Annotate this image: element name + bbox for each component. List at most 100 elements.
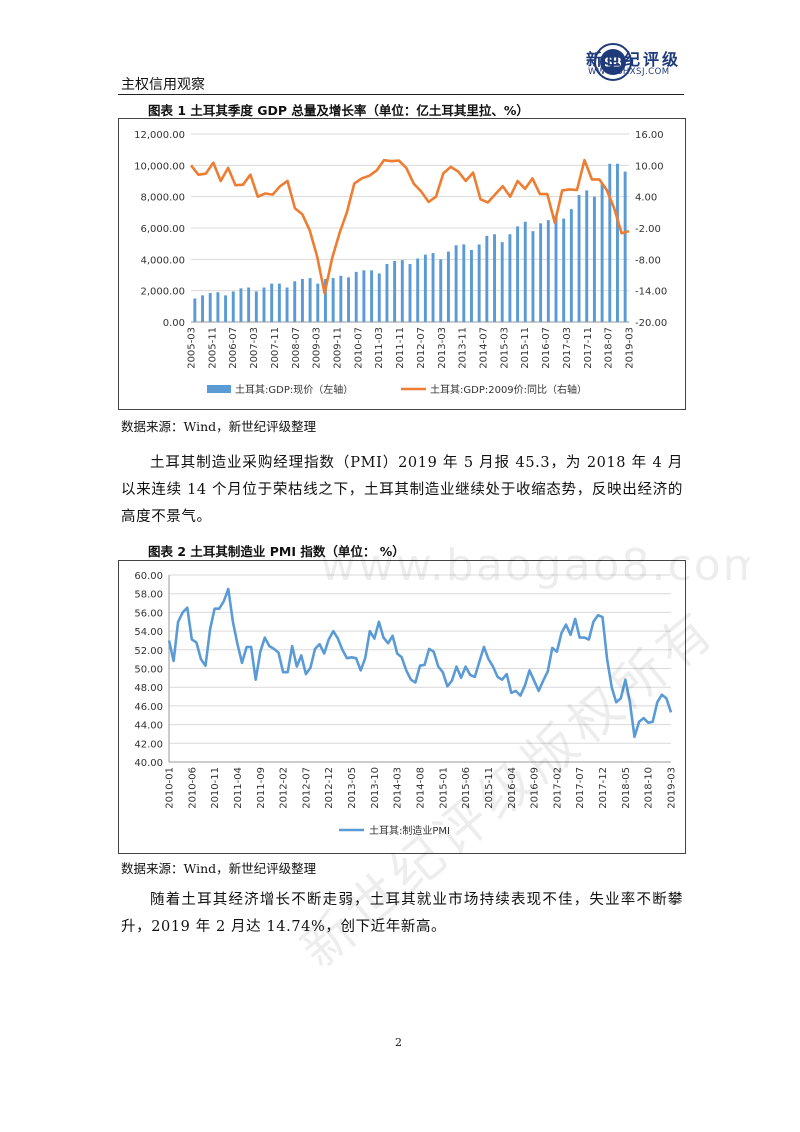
x-axis-tick-label: 2010-11 [210,767,221,809]
gdp-bar [216,292,220,322]
gdp-bar [562,218,566,322]
gdp-bar [208,293,212,322]
gdp-bar [592,196,596,322]
gdp-bar [523,221,527,322]
legend-line-label: 土耳其:GDP:2009价:同比（右轴） [430,383,587,396]
gdp-bar [201,295,204,322]
gdp-bar [585,190,589,322]
legend-bar-swatch [207,385,231,393]
gdp-chart: 0.00 2,000.00 4,000.00 6,000.00 8,000.00 10,0… [134,130,667,396]
y-axis-tick-label: 60.00 [134,571,163,582]
x-axis-tick-label: 2013-05 [347,767,358,809]
x-axis-tick-label: 2009-03 [312,327,323,369]
gdp-bar [431,253,435,322]
gdp-bar [423,254,427,322]
x-axis-tick-label: 2015-11 [484,767,495,809]
x-axis-tick-label: 2011-11 [395,327,406,369]
gdp-bar [569,209,573,322]
gdp-bar [477,244,481,322]
body-paragraph-2: 随着土耳其经济增长不断走弱，土耳其就业市场持续表现不佳，失业率不断攀升，2019… [121,892,683,935]
gdp-bar [247,287,251,322]
left-axis-tick-label: 2,000.00 [140,287,185,298]
gdp-bar [339,275,343,322]
gdp-bar [270,283,274,322]
y-axis-tick-label: 44.00 [134,721,163,732]
x-axis-tick-label: 2013-10 [370,767,381,809]
section-title: 主权信用观察 [121,77,205,93]
right-axis-tick-label: -2.00 [635,224,661,235]
body-paragraph-1: 土耳其制造业采购经理指数（PMI）2019 年 5 月报 45.3，为 2018… [121,455,683,525]
left-axis-tick-label: 0.00 [163,318,185,329]
x-axis-tick-label: 2005-03 [187,327,198,369]
y-axis-tick-label: 40.00 [134,758,163,769]
x-axis-tick-label: 2012-12 [324,767,335,809]
gdp-bar [577,195,581,322]
logo-text: 新世纪评级 [586,50,682,69]
gdp-bar [623,171,627,322]
y-axis-tick-label: 54.00 [134,627,163,638]
gdp-bar [508,234,512,322]
left-axis-tick-label: 8,000.00 [140,193,185,204]
page-number: 2 [395,1036,402,1049]
gdp-bar [516,226,520,322]
x-axis-tick-label: 2018-07 [604,327,615,369]
gdp-bar [293,281,297,322]
gdp-bar [316,283,320,322]
x-axis-tick-label: 2010-07 [353,327,364,369]
x-axis-tick-label: 2013-03 [437,327,448,369]
x-axis-tick-label: 2006-07 [228,327,239,369]
header-rule [118,94,684,95]
logo-url: WWW.SHXSJ.COM [588,67,670,77]
x-axis-tick-label: 2007-03 [249,327,260,369]
left-axis-tick-label: 10,000.00 [134,161,185,172]
y-axis-tick-label: 42.00 [134,739,163,750]
gdp-bar [362,270,366,322]
gdp-bar [462,244,466,322]
figure-2-frame: 40.00 42.00 44.00 46.00 48.00 50.00 52.00 54.00… [118,560,686,854]
pmi-line [167,587,673,739]
x-axis-tick-label: 2013-11 [458,327,469,369]
gdp-bar [354,271,358,322]
gdp-bar [485,235,489,322]
right-axis-tick-label: 10.00 [635,161,664,172]
legend-line-label: 土耳其:制造业PMI [369,824,450,837]
x-axis-tick-label: 2016-09 [530,767,541,809]
x-axis-tick-label: 2011-03 [374,327,385,369]
left-axis-tick-label: 12,000.00 [134,130,185,141]
gdp-bar [347,277,350,322]
gdp-bar [454,245,458,322]
x-axis-tick-label: 2009-11 [333,327,344,369]
x-axis-tick-label: 2007-11 [270,327,281,369]
gdp-bar [324,278,327,322]
x-axis-tick-label: 2018-10 [644,767,655,809]
x-axis-tick-label: 2012-02 [279,767,290,809]
x-axis-tick-label: 2016-04 [507,767,518,809]
x-axis-tick-label: 2015-01 [438,767,449,809]
gdp-bar [416,258,420,322]
svg-text:SB: SB [604,56,622,70]
gdp-bar [616,163,619,322]
x-axis-tick-label: 2010-01 [165,767,176,809]
x-axis-tick-label: 2018-05 [621,767,632,809]
x-axis-tick-label: 2011-09 [256,767,267,809]
gdp-bar [385,264,389,322]
y-axis-tick-label: 46.00 [134,702,163,713]
x-axis-tick-label: 2015-06 [461,767,472,809]
x-axis-tick-label: 2014-03 [393,767,404,809]
gdp-bar [231,291,235,322]
gdp-bar [300,278,304,322]
x-axis-tick-label: 2016-07 [541,327,552,369]
figure-1-caption: 图表 1 土耳其季度 GDP 总量及增长率（单位：亿土耳其里拉、%） [148,103,529,118]
x-axis-tick-label: 2014-07 [479,327,490,369]
pmi-chart: 40.00 42.00 44.00 46.00 48.00 50.00 52.00 54.00… [134,571,677,837]
gdp-bar [370,270,374,322]
right-axis-tick-label: -20.00 [635,318,667,329]
x-axis-tick-label: 2012-07 [301,767,312,809]
right-axis-tick-label: -14.00 [635,287,667,298]
x-axis-tick-label: 2017-11 [583,327,594,369]
gdp-bar [439,259,443,322]
logo-emblem-icon: SB [594,43,632,81]
right-axis-tick-label: 4.00 [635,193,657,204]
x-axis-tick-label: 2015-03 [499,327,510,369]
gdp-bar [493,234,496,322]
